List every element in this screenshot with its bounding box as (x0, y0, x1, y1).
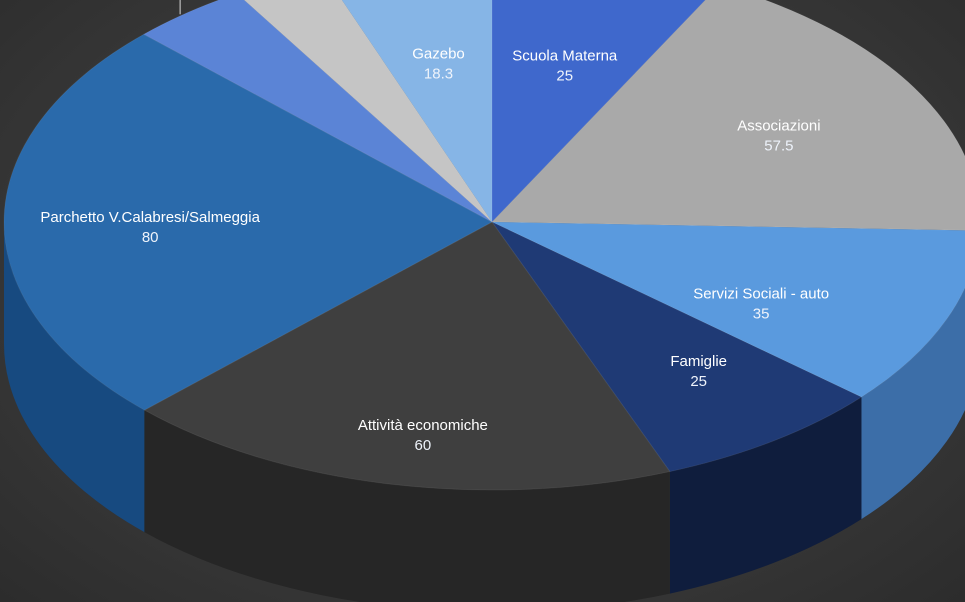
value-label-servizi-sociali-auto: 35 (753, 305, 770, 322)
category-label-famiglie: Famiglie (670, 353, 727, 370)
category-label-attivita-economiche: Attività economiche (358, 417, 488, 434)
category-label-parchetto-v-calabresi-salmeggia: Parchetto V.Calabresi/Salmeggia (40, 209, 260, 226)
category-label-scuola-materna: Scuola Materna (512, 48, 618, 65)
value-label-associazioni: 57.5 (764, 137, 793, 154)
value-label-parchetto-v-calabresi-salmeggia: 80 (142, 229, 159, 246)
value-label-scuola-materna: 25 (556, 68, 573, 85)
category-label-associazioni: Associazioni (737, 117, 820, 134)
value-label-famiglie: 25 (690, 373, 707, 390)
category-label-gazebo: Gazebo (412, 45, 465, 62)
category-label-servizi-sociali-auto: Servizi Sociali - auto (693, 285, 829, 302)
value-label-gazebo: 18.3 (424, 65, 453, 82)
value-label-attivita-economiche: 60 (415, 437, 432, 454)
